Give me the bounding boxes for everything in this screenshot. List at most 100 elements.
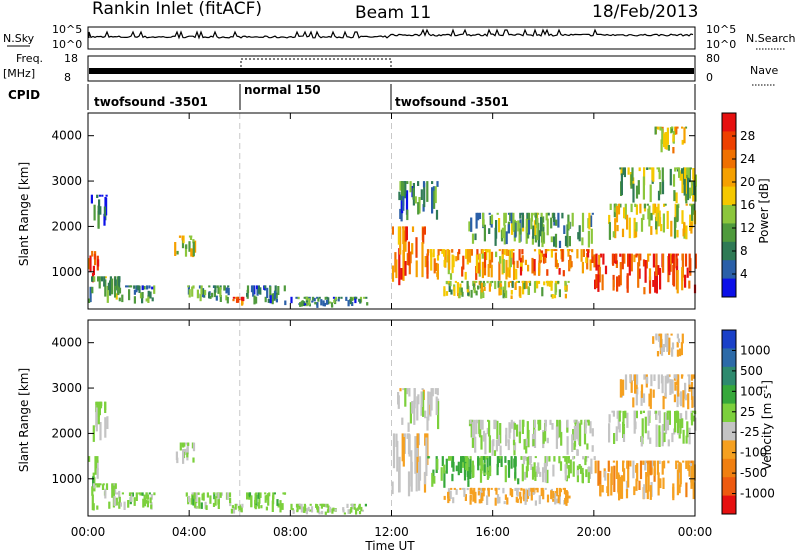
data-cell — [145, 499, 148, 504]
x-axis-ticks: 00:00 04:00 08:00 12:00 16:00 20:00 00:00 — [71, 113, 712, 539]
data-cell — [451, 254, 454, 274]
nsky-strip: N.Sky 10^5 10^0 10^5 10^0 N.Search — [3, 23, 796, 51]
data-cell — [642, 214, 645, 220]
data-cell — [593, 456, 596, 460]
data-cell — [469, 459, 472, 480]
data-cell — [553, 212, 556, 222]
data-cell — [551, 294, 554, 299]
data-cell — [638, 167, 641, 172]
velocity-y-ticks: 1000 2000 3000 4000 — [51, 336, 695, 486]
data-cell — [267, 298, 270, 303]
data-cell — [501, 254, 504, 275]
data-cell — [599, 484, 602, 497]
data-cell — [98, 401, 101, 416]
data-cell — [627, 468, 630, 488]
data-cell — [550, 282, 553, 291]
data-cell — [465, 249, 468, 259]
data-cell — [505, 231, 508, 245]
data-cell — [316, 296, 319, 299]
data-cell — [678, 484, 681, 494]
data-cell — [668, 253, 671, 272]
colorbar-swatch — [722, 149, 736, 169]
data-cell — [544, 422, 547, 442]
data-cell — [649, 485, 652, 500]
data-cell — [92, 265, 95, 276]
data-cell — [576, 465, 579, 474]
data-cell — [667, 460, 670, 464]
data-cell — [426, 261, 429, 279]
data-cell — [644, 460, 647, 471]
data-cell — [504, 456, 507, 463]
data-cell — [147, 295, 150, 303]
data-cell — [495, 251, 498, 258]
data-cell — [589, 259, 592, 271]
data-cell — [237, 506, 240, 509]
data-cell — [545, 212, 548, 221]
data-cell — [225, 295, 228, 301]
freq-tick-bottom: 8 — [64, 71, 71, 84]
data-cell — [300, 301, 303, 307]
data-cell — [561, 212, 564, 219]
data-cell — [552, 498, 555, 502]
data-cell — [682, 460, 685, 463]
data-cell — [586, 443, 589, 450]
data-cell — [575, 419, 579, 440]
data-cell — [483, 283, 486, 286]
data-cell — [185, 244, 188, 249]
data-cell — [217, 495, 220, 505]
data-cell — [348, 299, 352, 302]
data-cell — [407, 422, 410, 432]
data-cell — [664, 333, 667, 348]
data-cell — [542, 467, 545, 483]
data-cell — [488, 435, 491, 453]
data-cell — [683, 222, 686, 234]
data-cell — [298, 503, 301, 510]
velocity-y-label: Slant Range [km] — [17, 368, 31, 472]
data-cell — [324, 503, 327, 508]
data-cell — [568, 221, 571, 229]
data-cell — [566, 436, 569, 455]
data-cell — [538, 495, 541, 505]
data-cell — [533, 462, 536, 477]
data-cell — [623, 468, 626, 482]
data-cell — [676, 349, 679, 357]
data-cell — [510, 419, 513, 429]
data-cell — [188, 495, 191, 503]
data-cell — [524, 259, 527, 266]
data-cell — [265, 506, 268, 511]
data-cell — [461, 266, 464, 277]
data-cell — [634, 421, 637, 430]
data-cell — [192, 495, 195, 506]
data-cell — [666, 210, 669, 229]
data-cell — [692, 460, 695, 487]
data-cell — [664, 138, 667, 144]
data-cell — [567, 249, 570, 257]
data-cell — [638, 253, 641, 267]
data-cell — [672, 174, 676, 187]
data-cell — [685, 482, 688, 498]
data-cell — [576, 470, 579, 476]
data-cell — [534, 235, 537, 243]
data-cell — [128, 285, 131, 288]
data-cell — [431, 388, 434, 397]
data-cell — [332, 296, 336, 299]
data-cell — [499, 284, 503, 296]
data-cell — [533, 281, 537, 293]
data-cell — [622, 410, 625, 428]
freq-unit: [MHz] — [3, 67, 35, 80]
data-cell — [510, 295, 513, 299]
data-cell — [279, 500, 282, 513]
data-cell — [536, 218, 539, 241]
data-cell — [510, 212, 513, 221]
data-cell — [111, 278, 114, 295]
data-cell — [566, 491, 569, 503]
data-cell — [643, 167, 646, 186]
data-cell — [651, 167, 654, 181]
data-cell — [190, 248, 193, 257]
data-cell — [139, 492, 142, 496]
data-cell — [115, 293, 118, 300]
data-cell — [104, 197, 107, 216]
data-cell — [296, 509, 299, 513]
velocity-label-exp: -1 — [760, 385, 769, 393]
data-cell — [118, 496, 121, 503]
